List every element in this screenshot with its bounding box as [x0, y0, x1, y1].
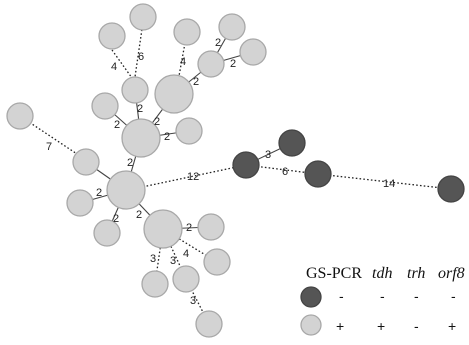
edge-label: 2	[154, 116, 160, 128]
legend-swatch-light	[301, 315, 321, 335]
edge-label: 7	[46, 141, 52, 153]
strain-node	[196, 311, 222, 337]
edge-label: 2	[137, 103, 143, 115]
legend-value: +	[336, 318, 344, 334]
edge-label: 2	[114, 119, 120, 131]
strain-node	[67, 190, 93, 216]
edge-label: 3	[150, 253, 156, 265]
edge-label: 2	[230, 58, 236, 70]
edge-label: 4	[183, 248, 189, 260]
edge-label: 2	[186, 222, 192, 234]
edge-label: 2	[164, 131, 170, 143]
legend-header-gs-pcr: GS-PCR	[306, 265, 362, 282]
legend-swatch-dark	[301, 287, 321, 307]
strain-node-dark	[279, 130, 305, 156]
strain-node	[144, 210, 182, 248]
edge-label: 3	[170, 255, 176, 267]
legend: GS-PCR tdh trh orf8 - - - - + + - +	[301, 265, 465, 335]
strain-node	[73, 149, 99, 175]
edge-label: 2	[193, 76, 199, 88]
edge-label: 14	[383, 178, 395, 190]
edge-label: 2	[136, 209, 142, 221]
legend-value: -	[414, 318, 419, 334]
strain-node	[198, 214, 224, 240]
edge-label: 12	[187, 171, 199, 183]
edge-label: 6	[138, 51, 144, 63]
strain-node	[219, 14, 245, 40]
edge-label: 2	[215, 37, 221, 49]
legend-header-tdh: tdh	[372, 265, 392, 282]
strain-node	[92, 93, 118, 119]
edge-label: 2	[113, 213, 119, 225]
strain-node	[107, 171, 145, 209]
legend-value: -	[451, 288, 456, 304]
strain-node	[198, 51, 224, 77]
strain-node-dark	[305, 161, 331, 187]
strain-node	[176, 118, 202, 144]
edge-label: 2	[127, 157, 133, 169]
strain-node	[174, 19, 200, 45]
edge-label: 3	[190, 295, 196, 307]
edge-label: 6	[282, 166, 288, 178]
strain-node	[173, 266, 199, 292]
strain-node	[155, 75, 193, 113]
legend-value: +	[448, 318, 456, 334]
edge-label: 2	[96, 187, 102, 199]
legend-header-trh: trh	[407, 265, 425, 282]
strain-node	[204, 249, 230, 275]
strain-node	[130, 4, 156, 30]
edge-label: 4	[111, 61, 117, 73]
legend-value: -	[380, 288, 385, 304]
strain-node-dark	[233, 152, 259, 178]
strain-node	[99, 23, 125, 49]
edge-label: 3	[265, 149, 271, 161]
strain-node	[122, 77, 148, 103]
strain-node-dark	[438, 176, 464, 202]
strain-node	[7, 103, 33, 129]
legend-value: -	[339, 288, 344, 304]
legend-header-orf8: orf8	[438, 265, 465, 282]
strain-node	[142, 271, 168, 297]
edge-label: 4	[180, 56, 186, 68]
strain-node	[240, 39, 266, 65]
legend-value: +	[377, 318, 385, 334]
legend-value: -	[414, 288, 419, 304]
